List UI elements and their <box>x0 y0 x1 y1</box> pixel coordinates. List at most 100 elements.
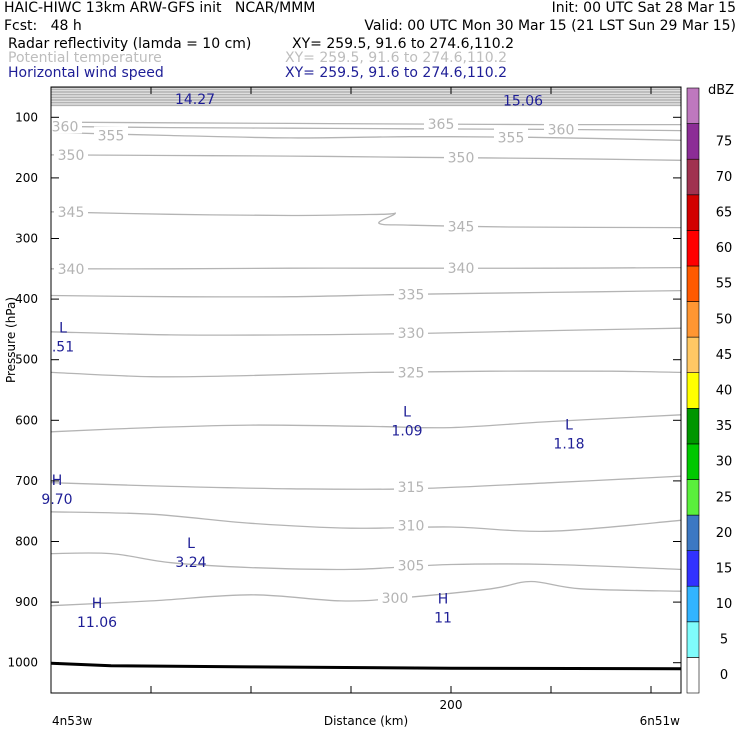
colorbar-swatch <box>686 372 700 409</box>
theta-label-mask <box>54 202 88 219</box>
theta-label: 340 <box>58 262 85 278</box>
y-tick-label: 500 <box>15 353 38 367</box>
field-name-theta: Potential temperature <box>8 50 162 66</box>
x-end-label-left: 4n53w <box>52 714 93 728</box>
theta-contour-330 <box>51 327 681 336</box>
theta-label: 350 <box>58 148 85 164</box>
wind-speed-value: 1.09 <box>391 424 422 440</box>
theta-label-mask <box>54 145 88 162</box>
colorbar-label: 5 <box>720 633 728 648</box>
wind-speed-value: 11 <box>434 610 452 626</box>
axes: 100 200 300 400 500 600 700 800 900 1000 200 4n53w 6… <box>4 87 681 728</box>
theta-contour-320 <box>51 414 681 433</box>
colorbar-swatch <box>686 585 700 623</box>
theta-contour-305 <box>51 552 681 571</box>
y-tick-label: 1000 <box>7 656 38 670</box>
wind-speed-value: .51 <box>52 339 74 355</box>
y-tick-label: 200 <box>15 171 38 185</box>
theta-label: 315 <box>398 480 425 496</box>
theta-label-mask <box>394 324 428 341</box>
wind-speed-labels: 14.27 15.06 L .51 L 1.09 L 1.18 H 9.70 L 3.24 H 11.06… <box>41 92 584 631</box>
field-name-wind: Horizontal wind speed <box>8 65 164 81</box>
wind-speed-value: 3.24 <box>175 555 206 571</box>
colorbar-label: 70 <box>716 170 733 185</box>
theta-label: 355 <box>98 128 125 144</box>
colorbar-swatch <box>686 301 700 338</box>
wind-speed-value: 9.70 <box>41 492 72 508</box>
colorbar-label: 0 <box>720 668 728 683</box>
y-tick-label: 600 <box>15 413 38 427</box>
theta-contours <box>51 121 681 607</box>
y-axis-title: Pressure (hPa) <box>4 297 18 383</box>
field-xy-reflectivity: XY= 259.5, 91.6 to 274.6,110.2 <box>292 36 515 52</box>
theta-label-mask <box>444 259 478 276</box>
theta-contour-345 <box>51 211 681 229</box>
y-tick-label: 900 <box>15 595 38 609</box>
colorbar-label: 45 <box>716 348 733 363</box>
colorbar-label: 60 <box>716 241 733 256</box>
colorbar-label: 25 <box>716 490 733 505</box>
colorbar-label: 40 <box>716 384 733 399</box>
colorbar-swatch <box>686 514 700 551</box>
theta-label-mask <box>424 114 458 131</box>
theta-label-mask <box>394 556 428 573</box>
valid-time: Valid: 00 UTC Mon 30 Mar 15 (21 LST Sun … <box>364 18 736 34</box>
field-name-reflectivity: Radar reflectivity (lamda = 10 cm) <box>8 36 252 52</box>
wind-extremum-letter: L <box>187 536 195 552</box>
theta-label-mask <box>444 217 478 234</box>
colorbar-swatch <box>686 336 700 374</box>
colorbar-swatch <box>686 230 700 267</box>
theta-label-mask <box>94 126 128 143</box>
theta-label: 330 <box>398 326 425 342</box>
plot-title: HAIC-HIWC 13km ARW-GFS init NCAR/MMM <box>4 0 316 16</box>
colorbar-label: 35 <box>716 419 733 434</box>
theta-contour-340 <box>51 266 681 270</box>
theta-label: 355 <box>498 130 525 146</box>
y-tick-label: 700 <box>15 474 38 488</box>
colorbar-swatch <box>686 123 700 160</box>
theta-contour-325 <box>51 370 681 378</box>
wind-extremum-letter: L <box>59 320 67 336</box>
field-xy-wind: XY= 259.5, 91.6 to 274.6,110.2 <box>285 65 508 81</box>
surface-line-group <box>51 661 681 671</box>
colorbar-swatch <box>686 407 700 445</box>
forecast-hour: Fcst: 48 h <box>4 18 82 34</box>
theta-label: 325 <box>398 365 425 381</box>
colorbar-label: 55 <box>716 277 733 292</box>
theta-label-mask <box>394 363 428 380</box>
wind-speed-value: 15.06 <box>503 93 543 109</box>
plot-frame <box>50 86 682 694</box>
theta-label: 360 <box>548 122 575 138</box>
wind-extremum-letter: H <box>92 596 103 612</box>
theta-label: 365 <box>428 117 455 133</box>
theta-label-mask <box>444 148 478 165</box>
colorbar-swatch <box>686 443 700 480</box>
theta-label: 335 <box>398 287 425 303</box>
y-tick-label: 800 <box>15 535 38 549</box>
y-tick-label: 400 <box>15 292 38 306</box>
surface-pressure-line <box>51 661 681 671</box>
theta-label-mask <box>394 477 428 494</box>
wind-extremum-letter: L <box>403 405 411 421</box>
colorbar-swatch <box>686 621 700 658</box>
plot-frame-group <box>50 86 682 694</box>
init-time: Init: 00 UTC Sat 28 Mar 15 <box>551 0 736 16</box>
x-axis-title: Distance (km) <box>324 714 408 728</box>
wind-extremum-letter: H <box>438 591 449 607</box>
theta-contour-labels: 300 305 310 315 325 330 335 340 340 345 345 350 350 3… <box>48 114 578 607</box>
field-xy-theta: XY= 259.5, 91.6 to 274.6,110.2 <box>285 50 508 66</box>
theta-contour-315 <box>51 475 681 490</box>
colorbar-label: 15 <box>716 561 733 576</box>
wind-extremum-letter: L <box>565 417 573 433</box>
theta-label-mask <box>494 128 528 145</box>
theta-label-mask <box>394 285 428 302</box>
theta-label-mask <box>544 120 578 137</box>
theta-label-mask <box>394 516 428 533</box>
theta-label-mask <box>48 117 82 134</box>
theta-label: 340 <box>448 261 475 277</box>
theta-label-mask <box>378 588 412 605</box>
colorbar-label: 50 <box>716 312 733 327</box>
colorbar-label: 30 <box>716 455 733 470</box>
theta-contour-350 <box>51 154 681 161</box>
colorbar-label: 10 <box>716 597 733 612</box>
